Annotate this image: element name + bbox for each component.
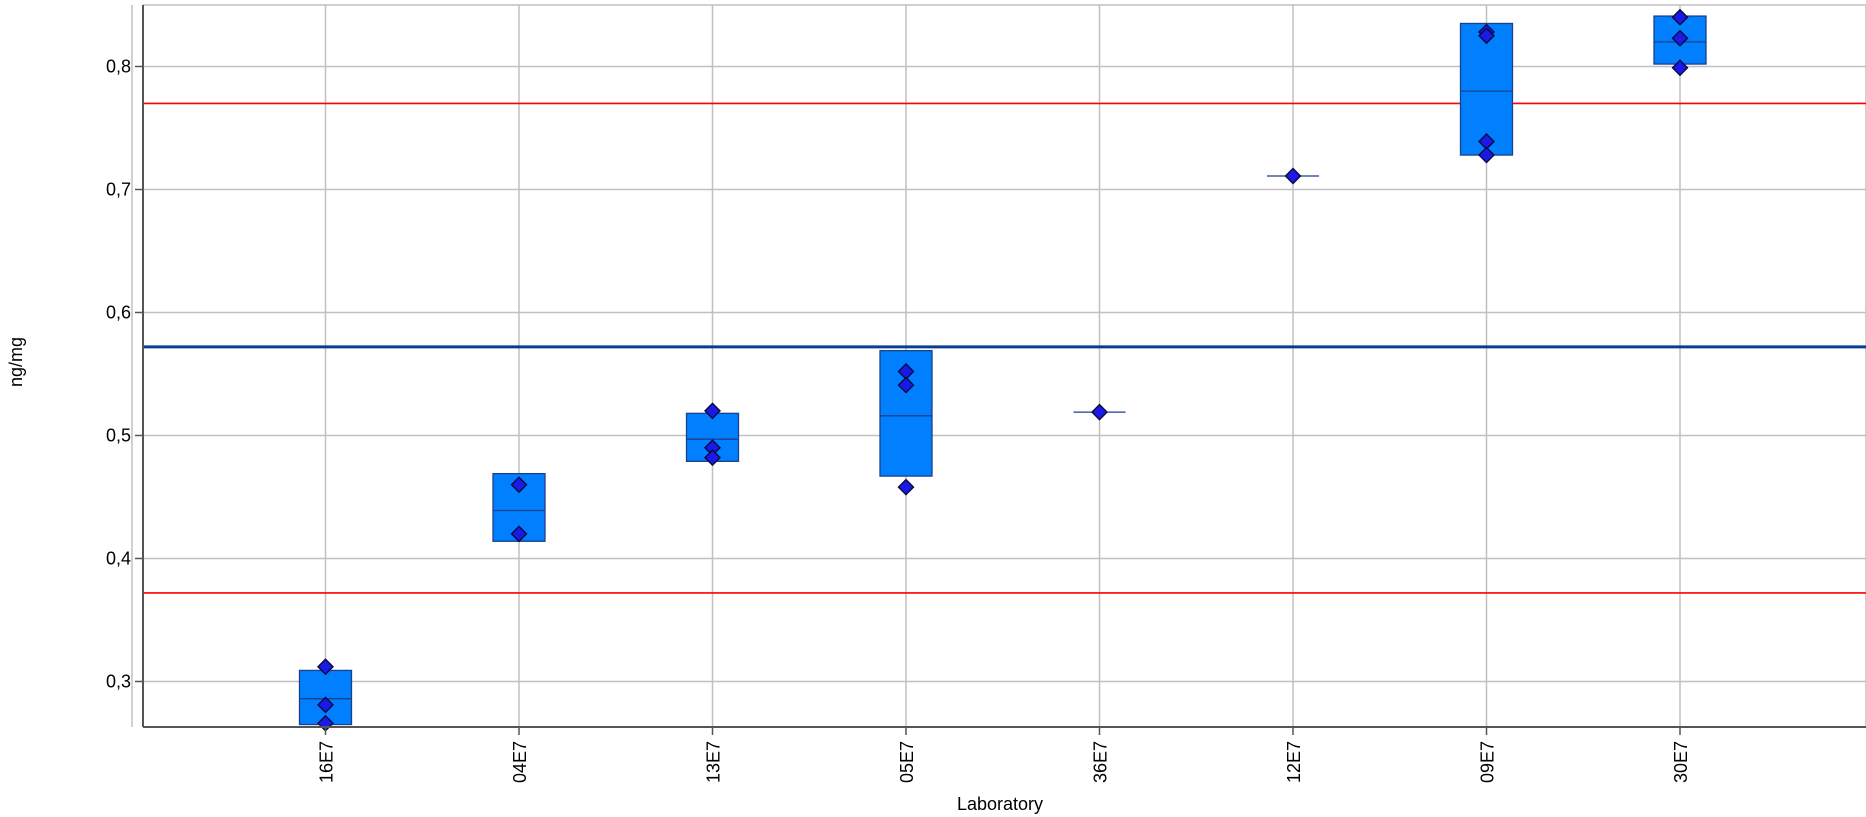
data-point-05E7-1 xyxy=(897,376,915,394)
x-tick-label-09E7: 09E7 xyxy=(1478,741,1498,783)
boxes xyxy=(298,8,1707,732)
data-point-04E7-0 xyxy=(510,476,528,494)
box-30E7 xyxy=(1653,8,1707,77)
box-09E7 xyxy=(1459,22,1514,164)
y-axis-title: ng/mg xyxy=(6,337,26,387)
y-tick-label-2: 0,5 xyxy=(106,425,131,445)
data-point-30E7-2 xyxy=(1671,59,1689,77)
data-point-09E7-1 xyxy=(1478,27,1495,45)
data-point-09E7-3 xyxy=(1478,146,1495,164)
box-13E7 xyxy=(685,402,740,467)
y-tick-label-5: 0,8 xyxy=(106,56,131,76)
box-16E7 xyxy=(298,658,353,732)
y-tick-label-1: 0,4 xyxy=(106,548,131,568)
data-point-04E7-1 xyxy=(510,525,528,543)
grid-lines xyxy=(131,4,1866,727)
data-point-16E7-1 xyxy=(317,696,334,714)
data-point-12E7-0 xyxy=(1284,167,1302,185)
data-point-30E7-1 xyxy=(1671,29,1689,47)
y-tick-labels: 0,3 0,4 0,5 0,6 0,7 0,8 xyxy=(106,56,143,691)
box-05E7 xyxy=(879,349,933,496)
data-point-36E7-0 xyxy=(1091,403,1108,421)
axes xyxy=(142,5,1866,728)
box-36E7 xyxy=(1073,403,1126,421)
data-point-13E7-2 xyxy=(704,449,721,467)
box-12E7 xyxy=(1267,167,1319,185)
reference-lines xyxy=(143,102,1866,594)
x-tick-label-04E7: 04E7 xyxy=(510,741,530,783)
y-tick-label-0: 0,3 xyxy=(106,671,131,691)
y-tick-label-3: 0,6 xyxy=(106,302,131,322)
x-tick-label-30E7: 30E7 xyxy=(1671,741,1691,783)
data-point-05E7-2 xyxy=(897,478,915,496)
y-tick-label-4: 0,7 xyxy=(106,179,131,199)
data-point-13E7-0 xyxy=(704,402,721,420)
x-tick-label-13E7: 13E7 xyxy=(704,741,724,783)
x-tick-label-05E7: 05E7 xyxy=(897,741,917,783)
x-tick-label-16E7: 16E7 xyxy=(317,741,337,783)
data-point-30E7-0 xyxy=(1671,8,1689,26)
x-tick-labels: 16E7 04E7 13E7 05E7 36E7 12E7 09E7 30E7 xyxy=(317,727,1691,783)
data-point-16E7-0 xyxy=(317,658,334,676)
x-axis-title: Laboratory xyxy=(957,794,1043,814)
x-tick-label-12E7: 12E7 xyxy=(1284,741,1304,783)
box-04E7 xyxy=(492,472,546,543)
x-tick-label-36E7: 36E7 xyxy=(1091,741,1111,783)
